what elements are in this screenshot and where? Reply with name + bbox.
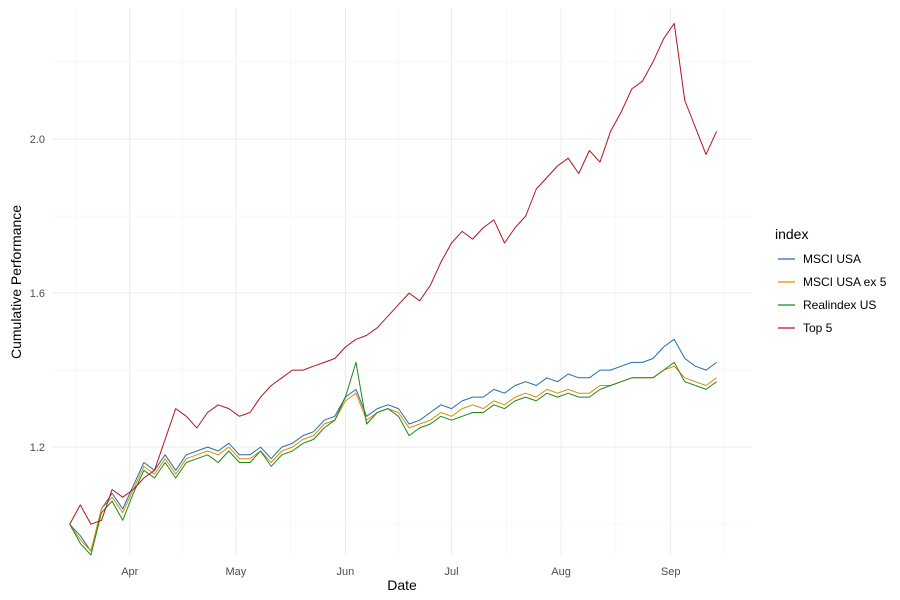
grid-lines — [52, 8, 752, 555]
legend: index MSCI USA MSCI USA ex 5 Realindex US T… — [775, 226, 887, 335]
y-tick-label: 1.2 — [30, 442, 45, 454]
x-tick-label: Aug — [551, 566, 571, 578]
series-line-msci-usa-ex-5 — [69, 365, 717, 552]
y-axis-ticks: 1.2 1.6 2.0 — [30, 134, 45, 454]
y-tick-label: 1.6 — [30, 288, 45, 300]
series-lines — [69, 22, 718, 556]
legend-label: Top 5 — [803, 321, 833, 335]
x-axis-title: Date — [387, 577, 417, 593]
series-line-msci-usa — [69, 338, 717, 552]
legend-label: MSCI USA — [803, 252, 861, 266]
legend-label: MSCI USA ex 5 — [803, 275, 887, 289]
legend-label: Realindex US — [803, 298, 876, 312]
x-axis-ticks: Apr May Jun Jul Aug Sep — [121, 566, 680, 578]
series-line-realindex-us — [69, 361, 717, 556]
x-tick-label: Jun — [337, 566, 355, 578]
x-tick-label: Sep — [661, 566, 681, 578]
x-tick-label: Apr — [121, 566, 138, 578]
y-axis-title: Cumulative Performance — [8, 205, 24, 359]
series-line-top-5 — [69, 22, 718, 525]
legend-title: index — [775, 226, 808, 242]
x-tick-label: May — [225, 566, 246, 578]
y-tick-label: 2.0 — [30, 134, 45, 146]
x-tick-label: Jul — [444, 566, 458, 578]
